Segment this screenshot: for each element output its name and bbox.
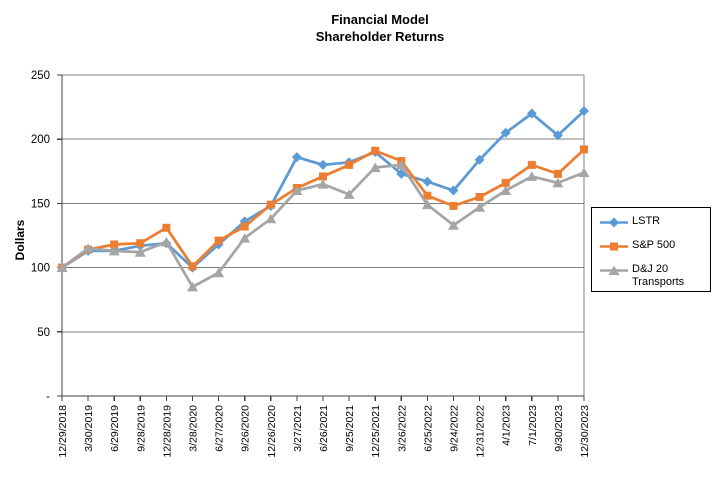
x-tick-label: 12/29/2018 [57, 405, 69, 458]
marker-d-j-20-transports [474, 202, 486, 212]
x-tick-label: 12/25/2021 [370, 405, 382, 458]
marker-lstr [396, 168, 407, 179]
legend-marker-s-p-500 [610, 242, 618, 251]
marker-s-p-500 [475, 192, 484, 201]
x-tick-label: 9/24/2022 [449, 405, 461, 452]
y-tick-label: 250 [31, 70, 50, 82]
marker-s-p-500 [371, 146, 380, 155]
marker-d-j-20-transports [421, 199, 433, 210]
marker-lstr [422, 176, 433, 187]
marker-d-j-20-transports [82, 243, 94, 253]
x-tick-label: 12/26/2020 [266, 405, 278, 458]
legend-marker-lstr [609, 217, 619, 228]
marker-s-p-500 [423, 191, 432, 200]
marker-d-j-20-transports [500, 185, 512, 196]
x-tick-label: 6/26/2021 [318, 405, 330, 452]
chart-title-line1: Financial Model [331, 12, 429, 27]
marker-s-p-500 [266, 200, 275, 209]
marker-d-j-20-transports [526, 171, 538, 181]
chart-title: Financial Model Shareholder Returns [42, 11, 718, 45]
marker-d-j-20-transports [239, 233, 251, 243]
marker-d-j-20-transports [448, 220, 459, 230]
marker-d-j-20-transports [56, 262, 68, 273]
marker-s-p-500 [188, 262, 197, 271]
y-tick-label: 200 [31, 134, 50, 146]
y-tick-label: 100 [31, 263, 50, 275]
y-tick-label: 50 [37, 327, 50, 339]
legend-swatch-dj20-transports-icon [600, 265, 628, 275]
marker-s-p-500 [136, 239, 145, 248]
x-tick-label: 9/28/2019 [135, 405, 147, 452]
legend-label-lstr: LSTR [632, 215, 661, 227]
legend-label-dj20-transports: D&J 20 Transports [632, 263, 685, 288]
marker-d-j-20-transports [160, 236, 172, 247]
marker-d-j-20-transports [265, 213, 277, 224]
x-tick-label: 12/28/2019 [161, 405, 173, 458]
legend-swatch-lstr-icon [600, 217, 628, 228]
marker-s-p-500 [501, 178, 510, 187]
legend-marker-d-j-20-transports [608, 265, 620, 275]
legend-label-sp500: S&P 500 [632, 239, 676, 251]
marker-s-p-500 [319, 172, 327, 181]
marker-s-p-500 [214, 236, 223, 245]
marker-lstr [291, 152, 302, 163]
series-d-j-20-transports [56, 159, 590, 292]
marker-d-j-20-transports [108, 245, 120, 256]
marker-s-p-500 [345, 160, 354, 169]
marker-s-p-500 [162, 223, 171, 232]
marker-s-p-500 [553, 169, 562, 178]
x-tick-label: 12/31/2022 [475, 405, 487, 458]
x-tick-label: 3/30/2019 [83, 405, 95, 452]
marker-lstr [500, 127, 511, 138]
x-tick-label: 3/28/2020 [188, 405, 200, 452]
y-tick-label: - [46, 391, 50, 403]
x-tick-label: 4/1/2023 [501, 405, 513, 446]
marker-d-j-20-transports [187, 281, 198, 292]
marker-lstr [448, 185, 459, 196]
marker-lstr [526, 108, 537, 119]
marker-d-j-20-transports [369, 162, 381, 172]
marker-d-j-20-transports [578, 167, 590, 178]
marker-d-j-20-transports [317, 179, 329, 189]
x-tick-label: 12/30/2023 [579, 405, 591, 458]
x-tick-label: 6/29/2019 [109, 405, 121, 452]
marker-lstr [318, 159, 328, 170]
legend-item-lstr: LSTR [599, 215, 708, 229]
marker-lstr [579, 105, 589, 116]
x-tick-label: 6/27/2020 [214, 405, 226, 452]
marker-d-j-20-transports [552, 177, 564, 188]
y-tick-label: 150 [31, 198, 50, 210]
x-tick-label: 3/26/2022 [396, 405, 408, 452]
marker-d-j-20-transports [395, 159, 407, 170]
marker-s-p-500 [240, 222, 249, 231]
marker-d-j-20-transports [343, 189, 355, 199]
x-tick-label: 3/27/2021 [292, 405, 304, 452]
x-tick-label: 9/26/2020 [240, 405, 252, 452]
marker-s-p-500 [527, 160, 536, 169]
legend-swatch-sp500-icon [600, 242, 628, 251]
marker-d-j-20-transports [213, 267, 225, 278]
marker-s-p-500 [580, 145, 588, 154]
marker-d-j-20-transports [291, 185, 303, 196]
x-tick-label: 6/25/2022 [422, 405, 434, 452]
marker-lstr [474, 154, 485, 165]
legend-item-sp500: S&P 500 [599, 239, 708, 253]
legend: LSTR S&P 500 D&J 20 Transports [591, 207, 711, 292]
marker-lstr [552, 130, 563, 141]
x-tick-label: 7/1/2023 [527, 405, 539, 446]
legend-item-dj20-transports: D&J 20 Transports [599, 263, 708, 289]
chart-title-line2: Shareholder Returns [315, 29, 445, 44]
marker-d-j-20-transports [134, 247, 146, 257]
marker-s-p-500 [110, 240, 119, 249]
x-tick-label: 9/30/2023 [553, 405, 565, 452]
marker-s-p-500 [449, 201, 458, 210]
x-tick-label: 9/25/2021 [344, 405, 356, 452]
